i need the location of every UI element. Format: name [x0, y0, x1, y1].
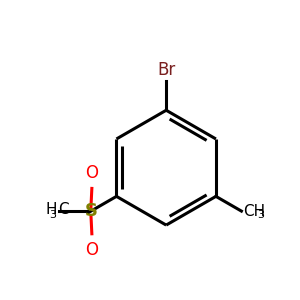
- Text: O: O: [85, 164, 98, 182]
- Text: CH: CH: [243, 204, 265, 219]
- Text: H: H: [46, 202, 57, 217]
- Text: O: O: [85, 241, 98, 259]
- Text: Br: Br: [157, 61, 175, 79]
- Text: S: S: [85, 202, 98, 220]
- Text: 3: 3: [257, 210, 264, 220]
- Text: C: C: [58, 202, 68, 217]
- Text: 3: 3: [49, 210, 56, 220]
